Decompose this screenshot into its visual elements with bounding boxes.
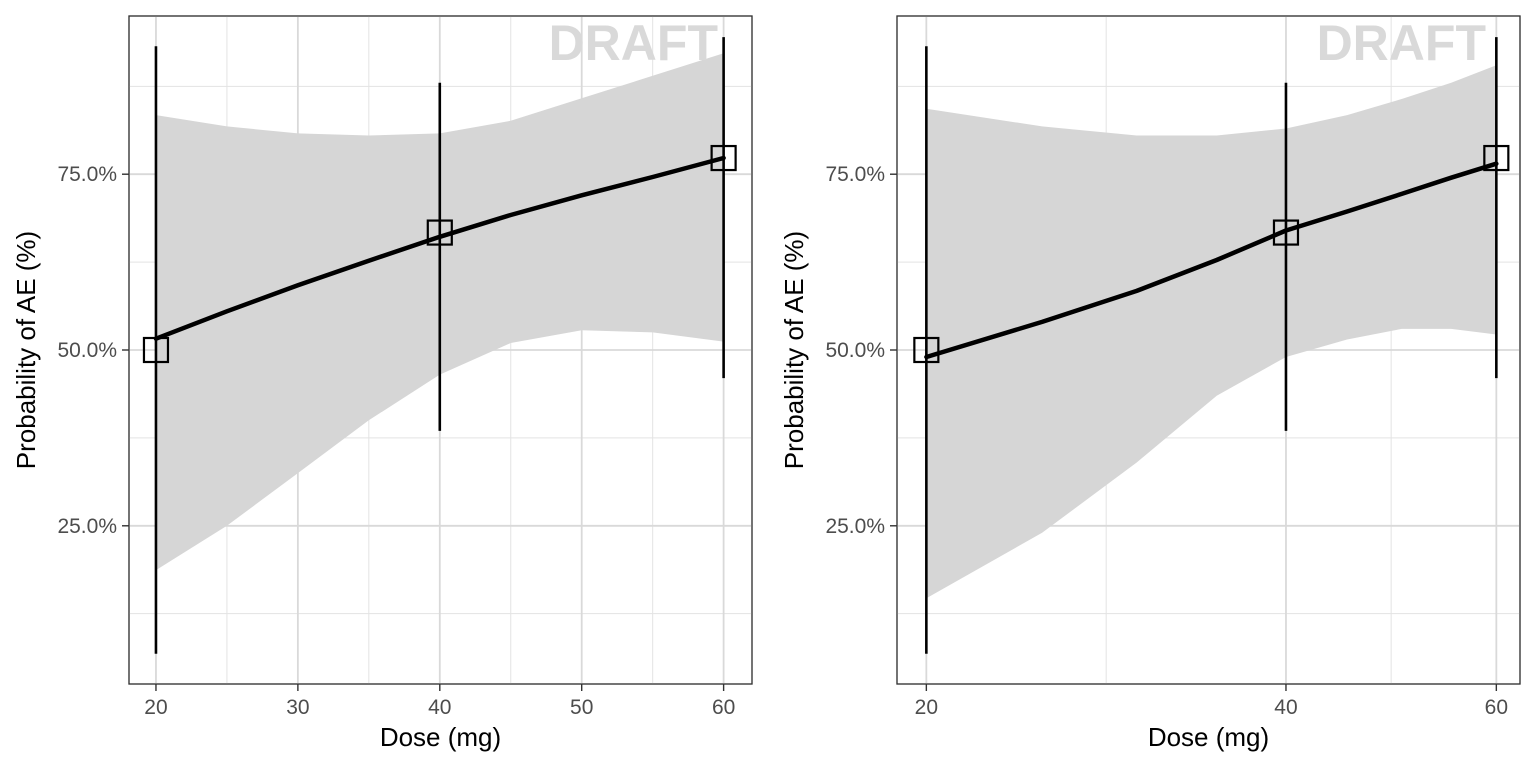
x-tick-label: 60 [1485,696,1508,719]
y-tick-label: 25.0% [825,515,885,538]
y-axis-title: Probability of AE (%) [11,231,41,469]
x-tick-label: 40 [428,696,451,719]
y-tick-label: 50.0% [825,339,885,362]
confidence-band [926,65,1497,599]
y-tick-label: 75.0% [57,163,117,186]
x-tick-label: 20 [915,696,938,719]
y-tick-label: 25.0% [57,515,117,538]
observed-point [142,336,170,364]
x-tick-label: 30 [286,696,309,719]
watermark-text: DRAFT [1317,15,1486,71]
left-panel: DRAFT 25.0% 50.0% 75.0% 20 30 40 50 60 Dose (mg) P… [11,15,753,752]
x-axis-title: Dose (mg) [1148,722,1269,752]
right-panel: DRAFT 25.0% 50.0% 75.0% 20 40 60 Dose (mg) Proba… [779,15,1521,752]
x-tick-label: 50 [570,696,593,719]
x-tick-label: 20 [144,696,167,719]
observed-point [426,219,453,246]
y-tick-label: 50.0% [57,339,117,362]
x-axis-title: Dose (mg) [380,722,501,752]
observed-point [710,144,737,172]
observed-point [913,336,940,364]
fitted-line [924,161,1499,360]
watermark-text: DRAFT [549,15,718,71]
y-tick-label: 75.0% [825,163,885,186]
observed-point [1272,219,1300,246]
y-axis-title: Probability of AE (%) [779,231,809,469]
fitted-line [153,155,726,341]
x-tick-label: 40 [1274,696,1297,719]
x-tick-label: 60 [712,696,735,719]
observed-point [1483,144,1510,172]
